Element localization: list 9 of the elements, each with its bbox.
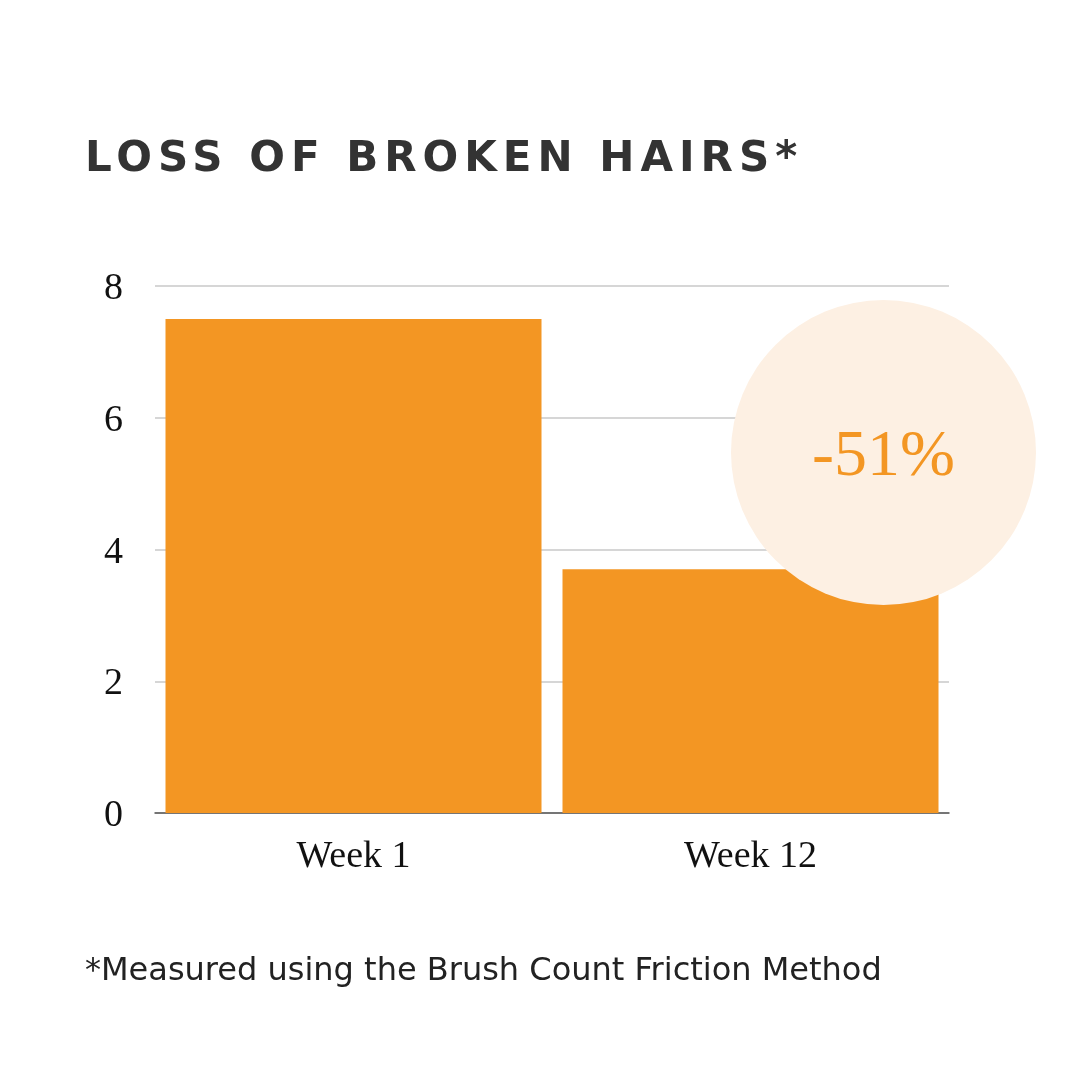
y-tick-label: 8: [104, 265, 123, 307]
y-tick-label: 6: [104, 396, 123, 439]
y-tick-label: 4: [104, 528, 123, 571]
chart-title: LOSS OF BROKEN HAIRS*: [85, 132, 804, 181]
y-tick-label: 0: [104, 792, 123, 834]
x-tick-label: Week 12: [683, 833, 818, 875]
y-tick-label: 2: [104, 660, 123, 703]
text: *Measured using the Brush Count Friction Method: [85, 950, 882, 988]
x-tick-label: Week 1: [296, 833, 411, 875]
